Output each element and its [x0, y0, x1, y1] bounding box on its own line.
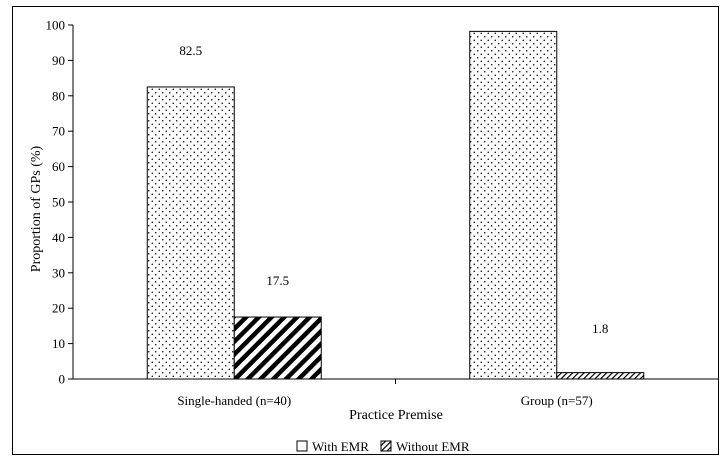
bar-without-emr-0: [233, 316, 322, 380]
data-labels-group: 82.5 17.5 98.2 1.8: [179, 0, 608, 336]
y-tick-label-100: 100: [46, 18, 66, 33]
legend-label-without-emr: Without EMR: [396, 439, 470, 454]
data-label-with-emr-0: 82.5: [179, 43, 202, 58]
bar-without-emr-1: [556, 372, 645, 380]
y-tick-label-50: 50: [52, 195, 65, 210]
y-tick-label-40: 40: [52, 230, 65, 245]
x-tick-label-0: Single-handed (n=40): [177, 393, 291, 408]
y-axis-title: Proportion of GPs (%): [29, 145, 44, 272]
y-tick-label-20: 20: [52, 301, 65, 316]
x-axis-ticks: Single-handed (n=40) Group (n=57): [177, 379, 593, 408]
y-axis-ticks: 0 10 20 30 40 50 60 70 80 90 100: [46, 18, 73, 387]
y-tick-label-90: 90: [52, 53, 65, 68]
y-tick-label-80: 80: [52, 88, 65, 103]
bar-with-emr-0: [146, 86, 235, 380]
y-tick-label-0: 0: [59, 372, 66, 387]
data-label-without-emr-0: 17.5: [266, 273, 289, 288]
data-label-without-emr-1: 1.8: [592, 321, 608, 336]
x-tick-label-1: Group (n=57): [521, 393, 593, 408]
y-tick-label-10: 10: [52, 336, 65, 351]
legend: With EMR Without EMR: [296, 439, 470, 454]
y-tick-label-60: 60: [52, 159, 65, 174]
legend-swatch-with-emr: [296, 440, 308, 452]
data-label-with-emr-1: 98.2: [502, 0, 525, 2]
y-tick-label-70: 70: [52, 124, 65, 139]
x-axis-title: Practice Premise: [349, 408, 443, 423]
bars-group: [146, 30, 645, 380]
y-tick-label-30: 30: [52, 265, 65, 280]
figure-border: [12, 6, 719, 455]
legend-label-with-emr: With EMR: [312, 439, 369, 454]
bar-with-emr-1: [469, 30, 558, 380]
legend-swatch-without-emr: [380, 440, 392, 452]
